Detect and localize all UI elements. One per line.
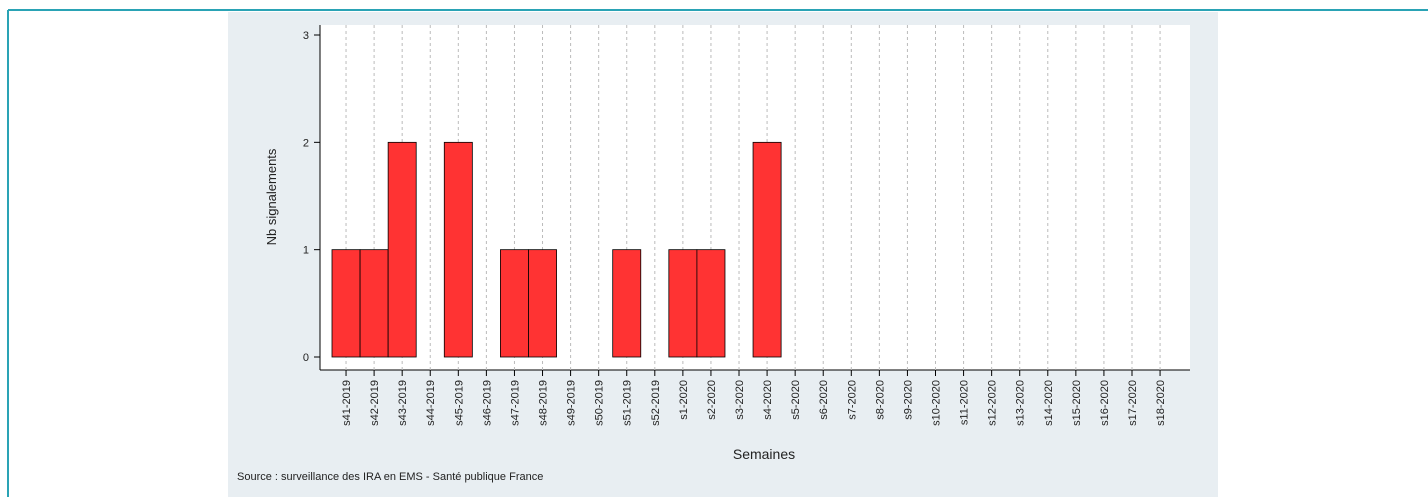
- bar: [668, 249, 698, 358]
- x-tick-label: s1-2020: [678, 380, 690, 420]
- y-tick-label: 0: [303, 352, 309, 364]
- x-tick-label: s4-2020: [762, 380, 774, 420]
- bar: [443, 141, 473, 358]
- x-tick-label: s18-2020: [1155, 380, 1167, 426]
- x-tick-label: s49-2019: [566, 380, 578, 426]
- x-tick-label: s47-2019: [509, 380, 521, 426]
- x-tick-label: s7-2020: [846, 380, 858, 420]
- x-tick-label: s45-2019: [453, 380, 465, 426]
- x-tick-label: s10-2020: [931, 380, 943, 426]
- bar: [696, 249, 726, 358]
- bar: [500, 249, 529, 358]
- bar: [612, 249, 642, 358]
- x-tick-label: s5-2020: [790, 380, 802, 420]
- bar: [359, 249, 389, 358]
- x-tick-label: s16-2020: [1099, 380, 1111, 426]
- x-tick-label: s11-2020: [959, 380, 971, 425]
- x-axis-title: Semaines: [733, 446, 795, 462]
- bar: [387, 141, 417, 358]
- x-tick-label: s48-2019: [538, 380, 550, 426]
- y-axis-title: Nb signalements: [264, 148, 279, 245]
- y-tick-label: 2: [303, 137, 309, 149]
- x-tick-label: s2-2020: [706, 380, 718, 420]
- x-tick-label: s13-2020: [1015, 380, 1027, 426]
- x-tick-label: s3-2020: [734, 380, 746, 420]
- x-tick-label: s52-2019: [650, 380, 662, 426]
- x-tick-label: s46-2019: [481, 380, 493, 426]
- y-tick-label: 3: [303, 30, 309, 42]
- x-tick-label: s8-2020: [874, 380, 886, 420]
- x-tick-label: s17-2020: [1127, 380, 1139, 426]
- x-tick-label: s6-2020: [818, 380, 830, 420]
- x-tick-label: s42-2019: [369, 380, 381, 426]
- x-tick-label: s43-2019: [397, 380, 409, 426]
- x-tick-label: s51-2019: [622, 380, 634, 426]
- bar: [752, 141, 782, 358]
- x-tick-label: s12-2020: [987, 380, 999, 426]
- x-tick-label: s15-2020: [1071, 380, 1083, 426]
- x-tick-label: s50-2019: [594, 380, 606, 426]
- x-tick-label: s9-2020: [902, 380, 914, 420]
- bar: [528, 249, 557, 358]
- bar: [331, 249, 361, 358]
- x-tick-label: s14-2020: [1043, 380, 1055, 426]
- source-note: Source : surveillance des IRA en EMS - S…: [237, 471, 543, 483]
- y-tick-label: 1: [303, 245, 309, 257]
- x-tick-label: s41-2019: [341, 380, 353, 426]
- x-tick-label: s44-2019: [425, 380, 437, 426]
